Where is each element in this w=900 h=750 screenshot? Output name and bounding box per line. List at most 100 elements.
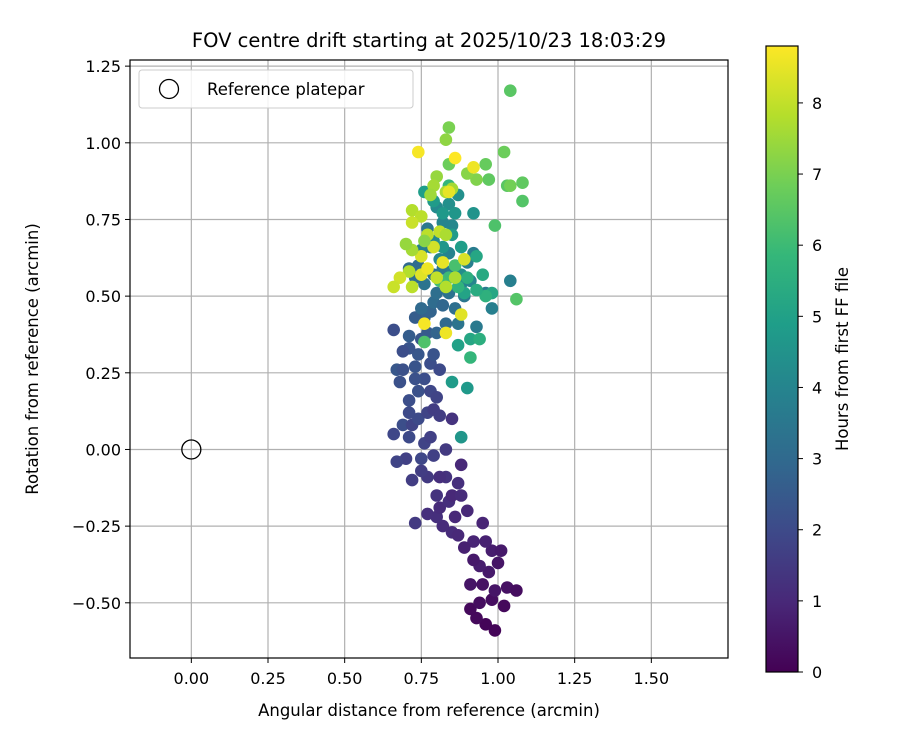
y-tick-label: −0.25 — [72, 517, 121, 536]
data-point — [424, 189, 437, 202]
legend: Reference platepar — [139, 70, 413, 108]
data-points — [182, 84, 529, 636]
data-point — [495, 544, 508, 557]
data-point — [397, 363, 410, 376]
data-point — [406, 216, 419, 229]
data-point — [446, 413, 459, 426]
data-point — [440, 229, 453, 242]
y-axis-label: Rotation from reference (arcmin) — [23, 223, 42, 495]
data-point — [455, 489, 468, 502]
data-point — [403, 394, 416, 407]
y-tick-label: −0.50 — [72, 594, 121, 613]
legend-label: Reference platepar — [207, 80, 365, 99]
data-point — [492, 557, 505, 570]
data-point — [430, 391, 443, 404]
y-tick-label: 0.00 — [85, 440, 121, 459]
data-point — [489, 584, 502, 597]
colorbar-tick-label: 1 — [812, 592, 822, 611]
data-point — [458, 541, 471, 554]
data-point — [418, 336, 431, 349]
data-point — [464, 578, 477, 591]
data-point — [452, 529, 465, 542]
data-point — [455, 431, 468, 444]
colorbar-tick-label: 4 — [812, 378, 822, 397]
data-point — [467, 207, 480, 220]
colorbar-tick-label: 5 — [812, 307, 822, 326]
data-point — [437, 299, 450, 312]
data-point — [498, 600, 511, 613]
data-point — [476, 268, 489, 281]
data-point — [433, 471, 446, 484]
y-axis-ticks: −0.50 −0.25 0.00 0.25 0.50 0.75 1.00 1.25 — [72, 57, 130, 613]
data-point — [504, 275, 517, 288]
y-tick-label: 1.25 — [85, 57, 121, 76]
data-point — [489, 219, 502, 232]
data-point — [470, 250, 483, 263]
data-point — [449, 271, 462, 284]
x-tick-label: 1.25 — [557, 669, 593, 688]
data-point — [443, 186, 456, 199]
data-point — [461, 505, 474, 518]
x-tick-label: 0.50 — [327, 669, 363, 688]
data-point — [452, 339, 465, 352]
y-tick-label: 0.25 — [85, 364, 121, 383]
colorbar-tick-label: 3 — [812, 450, 822, 469]
data-point — [510, 584, 523, 597]
data-point — [412, 385, 425, 398]
scatter-chart: FOV centre drift starting at 2025/10/23 … — [0, 0, 900, 750]
data-point — [449, 511, 462, 524]
data-point — [409, 517, 422, 530]
data-point — [406, 474, 419, 487]
data-point — [394, 376, 407, 389]
data-point — [470, 284, 483, 297]
chart-title: FOV centre drift starting at 2025/10/23 … — [192, 29, 666, 52]
data-point — [415, 465, 428, 478]
data-point — [467, 554, 480, 567]
data-point — [455, 241, 468, 254]
data-point — [476, 517, 489, 530]
data-point — [424, 431, 437, 444]
data-point — [479, 535, 492, 548]
data-point — [516, 176, 529, 189]
data-point — [476, 578, 489, 591]
data-point — [433, 363, 446, 376]
x-tick-label: 0.25 — [250, 669, 286, 688]
data-point — [452, 477, 465, 490]
data-point — [440, 443, 453, 456]
data-point — [418, 235, 431, 248]
colorbar-tick-label: 8 — [812, 94, 822, 113]
data-point — [415, 452, 428, 465]
colorbar-tick-label: 2 — [812, 521, 822, 540]
data-point — [412, 146, 425, 159]
y-tick-label: 0.50 — [85, 287, 121, 306]
data-point — [446, 376, 459, 389]
data-point — [449, 207, 462, 220]
colorbar-label: Hours from first FF file — [833, 267, 852, 451]
data-point — [486, 302, 499, 315]
data-point — [467, 161, 480, 174]
data-point — [409, 360, 422, 373]
data-point — [440, 327, 453, 340]
x-tick-label: 1.50 — [634, 669, 670, 688]
data-point — [498, 146, 511, 159]
data-point — [470, 321, 483, 334]
data-point — [421, 262, 434, 275]
data-point — [427, 449, 440, 462]
data-point — [461, 382, 474, 395]
colorbar-gradient — [766, 46, 798, 672]
data-point — [403, 431, 416, 444]
data-point — [418, 317, 431, 330]
data-point — [504, 84, 517, 97]
data-point — [455, 308, 468, 321]
data-point — [440, 281, 453, 294]
data-point — [387, 281, 400, 294]
data-point — [483, 173, 496, 186]
data-point — [437, 256, 450, 269]
data-point — [455, 459, 468, 472]
data-point — [387, 428, 400, 441]
x-tick-label: 0.75 — [404, 669, 440, 688]
data-point — [430, 271, 443, 284]
data-point — [443, 121, 456, 134]
x-axis-label: Angular distance from reference (arcmin) — [258, 701, 600, 720]
data-point — [516, 195, 529, 208]
